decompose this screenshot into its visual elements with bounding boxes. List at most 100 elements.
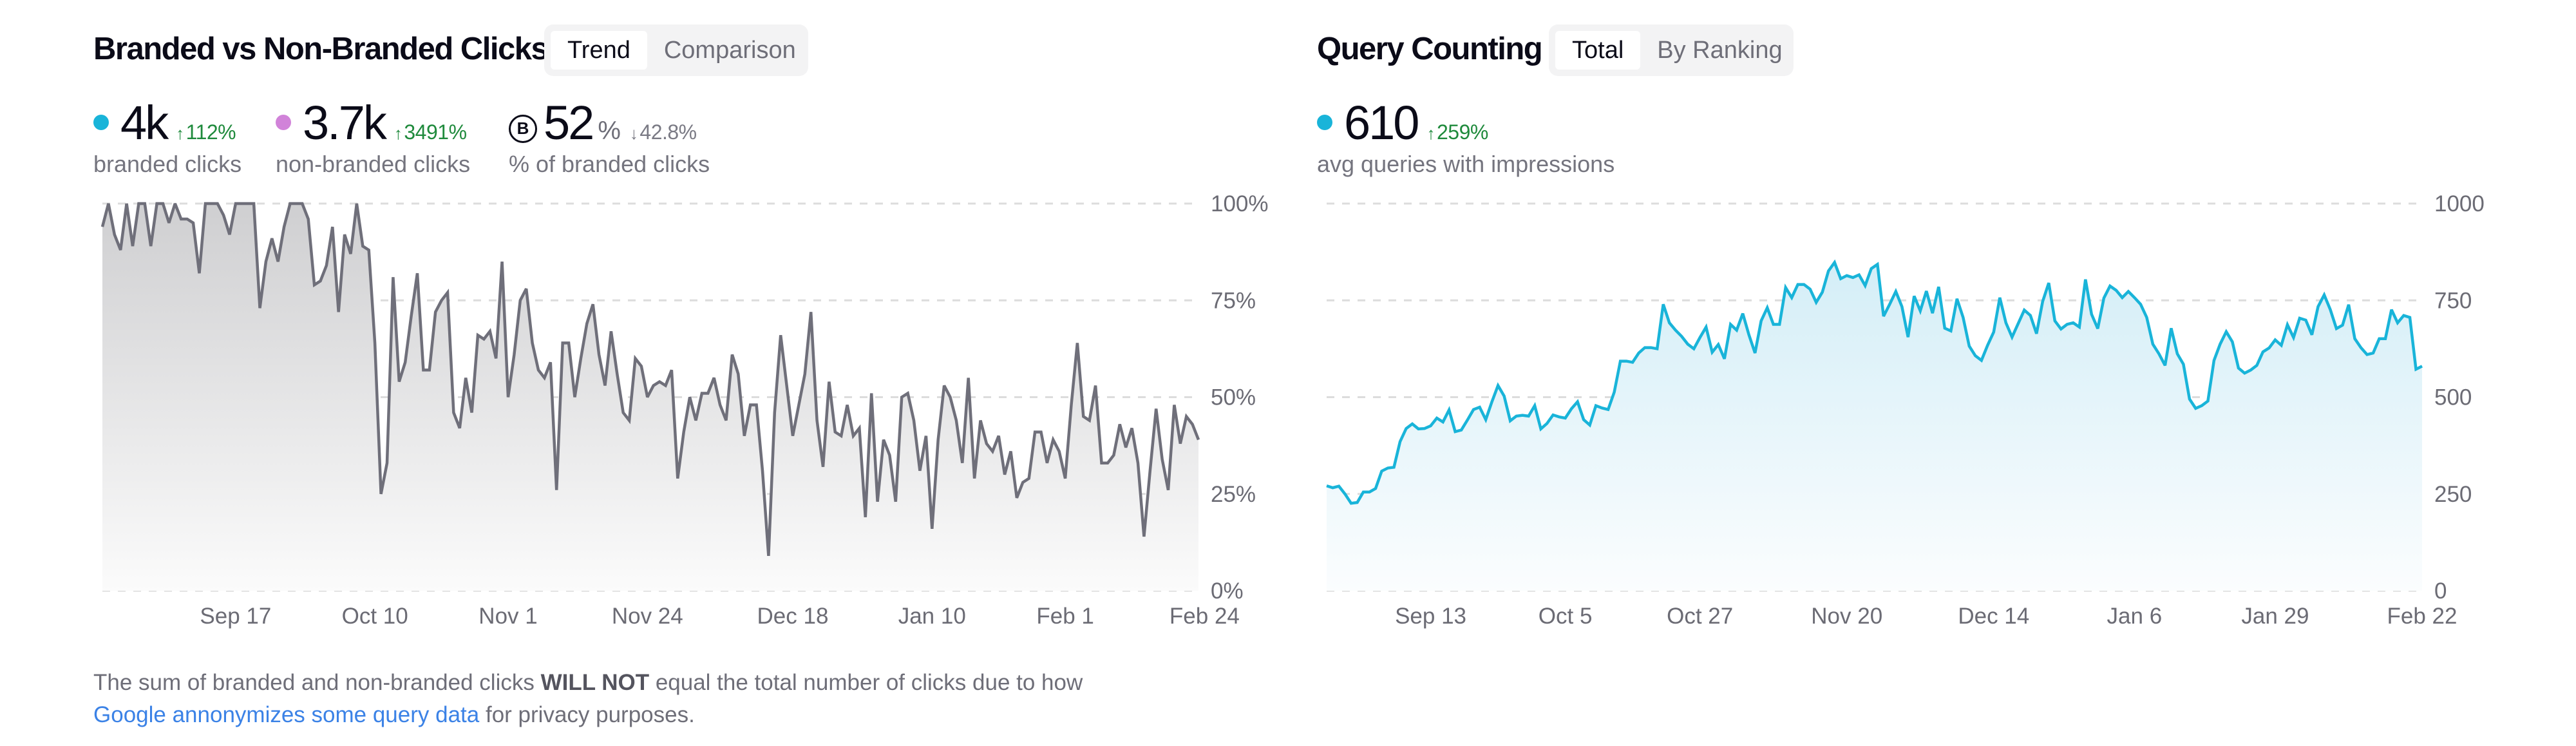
query-count-point[interactable] xyxy=(1410,421,1415,426)
branded-share-point[interactable] xyxy=(966,376,971,381)
query-count-point[interactable] xyxy=(1765,305,1770,311)
branded-share-chart[interactable]: 0% 25% 50% 75% 100% Sep 17 Oct 10 Nov 1 Nov 24 De… xyxy=(100,191,1269,629)
query-count-point[interactable] xyxy=(2119,295,2125,300)
query-count-point[interactable] xyxy=(1397,439,1403,445)
branded-share-point[interactable] xyxy=(766,553,771,559)
query-count-point[interactable] xyxy=(2278,343,2284,348)
branded-share-point[interactable] xyxy=(500,259,505,264)
branded-share-point[interactable] xyxy=(1153,406,1159,412)
branded-share-point[interactable] xyxy=(990,449,995,454)
query-count-point[interactable] xyxy=(1636,350,1642,356)
query-count-point[interactable] xyxy=(1728,322,1733,327)
query-count-point[interactable] xyxy=(1948,329,1953,334)
branded-share-point[interactable] xyxy=(833,430,838,435)
query-count-point[interactable] xyxy=(2353,336,2358,341)
query-count-point[interactable] xyxy=(1850,275,1855,280)
query-count-point[interactable] xyxy=(2138,301,2143,307)
branded-share-point[interactable] xyxy=(112,232,117,237)
query-count-point[interactable] xyxy=(1575,399,1580,405)
branded-share-point[interactable] xyxy=(136,201,141,206)
branded-share-point[interactable] xyxy=(372,340,377,345)
query-count-point[interactable] xyxy=(2303,318,2308,323)
query-count-point[interactable] xyxy=(2346,302,2351,307)
branded-share-point[interactable] xyxy=(1027,476,1032,481)
branded-share-point[interactable] xyxy=(899,395,904,400)
query-count-point[interactable] xyxy=(1685,341,1690,347)
query-count-point[interactable] xyxy=(1673,328,1678,333)
query-count-point[interactable] xyxy=(1906,334,1911,340)
query-count-point[interactable] xyxy=(2089,312,2094,317)
query-count-point[interactable] xyxy=(1605,407,1611,412)
branded-share-point[interactable] xyxy=(511,352,516,357)
query-count-point[interactable] xyxy=(2414,367,2419,372)
branded-share-point[interactable] xyxy=(258,305,263,311)
query-count-point[interactable] xyxy=(1361,490,1366,495)
query-count-point[interactable] xyxy=(1520,413,1525,418)
branded-share-point[interactable] xyxy=(796,403,801,408)
query-count-point[interactable] xyxy=(1875,262,1880,267)
branded-share-point[interactable] xyxy=(760,468,765,473)
branded-share-point[interactable] xyxy=(360,244,365,249)
branded-share-point[interactable] xyxy=(233,201,238,206)
query-count-point[interactable] xyxy=(2224,329,2229,334)
query-count-point[interactable] xyxy=(2205,399,2210,404)
branded-share-point[interactable] xyxy=(1050,437,1056,443)
query-count-point[interactable] xyxy=(1654,346,1660,351)
branded-share-point[interactable] xyxy=(1111,453,1116,458)
query-count-point[interactable] xyxy=(1551,412,1556,417)
query-count-point[interactable] xyxy=(1783,285,1788,290)
query-count-point[interactable] xyxy=(2322,292,2327,298)
branded-share-point[interactable] xyxy=(778,332,783,338)
branded-share-point[interactable] xyxy=(155,201,160,206)
branded-share-point[interactable] xyxy=(790,434,795,439)
branded-share-point[interactable] xyxy=(893,499,898,504)
query-count-point[interactable] xyxy=(2009,334,2014,340)
branded-share-point[interactable] xyxy=(923,434,929,439)
branded-share-point[interactable] xyxy=(330,224,335,229)
query-count-point[interactable] xyxy=(2377,336,2382,341)
query-count-point[interactable] xyxy=(2022,307,2027,312)
branded-share-point[interactable] xyxy=(936,437,941,443)
query-count-point[interactable] xyxy=(2407,315,2412,320)
query-count-point[interactable] xyxy=(2034,331,2039,336)
branded-share-point[interactable] xyxy=(954,418,959,423)
branded-share-point[interactable] xyxy=(239,201,244,206)
query-count-point[interactable] xyxy=(1838,276,1843,282)
branded-share-point[interactable] xyxy=(1020,480,1025,485)
query-count-point[interactable] xyxy=(1844,273,1850,278)
branded-share-point[interactable] xyxy=(1069,403,1074,408)
branded-share-point[interactable] xyxy=(712,376,717,381)
branded-share-point[interactable] xyxy=(342,232,347,237)
branded-share-point[interactable] xyxy=(251,201,256,206)
query-count-point[interactable] xyxy=(1557,414,1562,419)
branded-share-point[interactable] xyxy=(178,216,184,222)
branded-share-point[interactable] xyxy=(542,376,547,381)
branded-share-point[interactable] xyxy=(857,426,862,431)
branded-share-point[interactable] xyxy=(911,418,916,423)
branded-share-point[interactable] xyxy=(518,298,523,303)
query-count-point[interactable] xyxy=(1336,484,1341,489)
branded-share-point[interactable] xyxy=(142,201,147,206)
query-count-point[interactable] xyxy=(2365,352,2370,357)
branded-share-point[interactable] xyxy=(742,434,747,439)
query-count-point[interactable] xyxy=(1955,296,1960,301)
branded-share-point[interactable] xyxy=(960,461,965,466)
branded-share-point[interactable] xyxy=(1190,422,1195,427)
query-count-point[interactable] xyxy=(2126,289,2131,294)
query-count-point[interactable] xyxy=(1973,353,1978,358)
query-count-point[interactable] xyxy=(1869,266,1874,271)
query-count-point[interactable] xyxy=(2175,351,2180,356)
branded-share-point[interactable] xyxy=(475,332,480,338)
query-count-point[interactable] xyxy=(2095,326,2100,331)
query-count-point[interactable] xyxy=(1453,429,1458,434)
query-count-point[interactable] xyxy=(2040,299,2045,304)
branded-share-point[interactable] xyxy=(312,282,317,287)
anonymized-data-link[interactable]: Google annonymizes some query data xyxy=(93,702,480,727)
branded-share-point[interactable] xyxy=(627,418,632,423)
branded-share-point[interactable] xyxy=(1087,418,1092,423)
branded-share-point[interactable] xyxy=(699,391,705,396)
query-count-point[interactable] xyxy=(1808,287,1813,292)
branded-share-point[interactable] xyxy=(1081,414,1086,419)
query-count-point[interactable] xyxy=(1997,295,2002,300)
query-count-point[interactable] xyxy=(2316,304,2321,309)
